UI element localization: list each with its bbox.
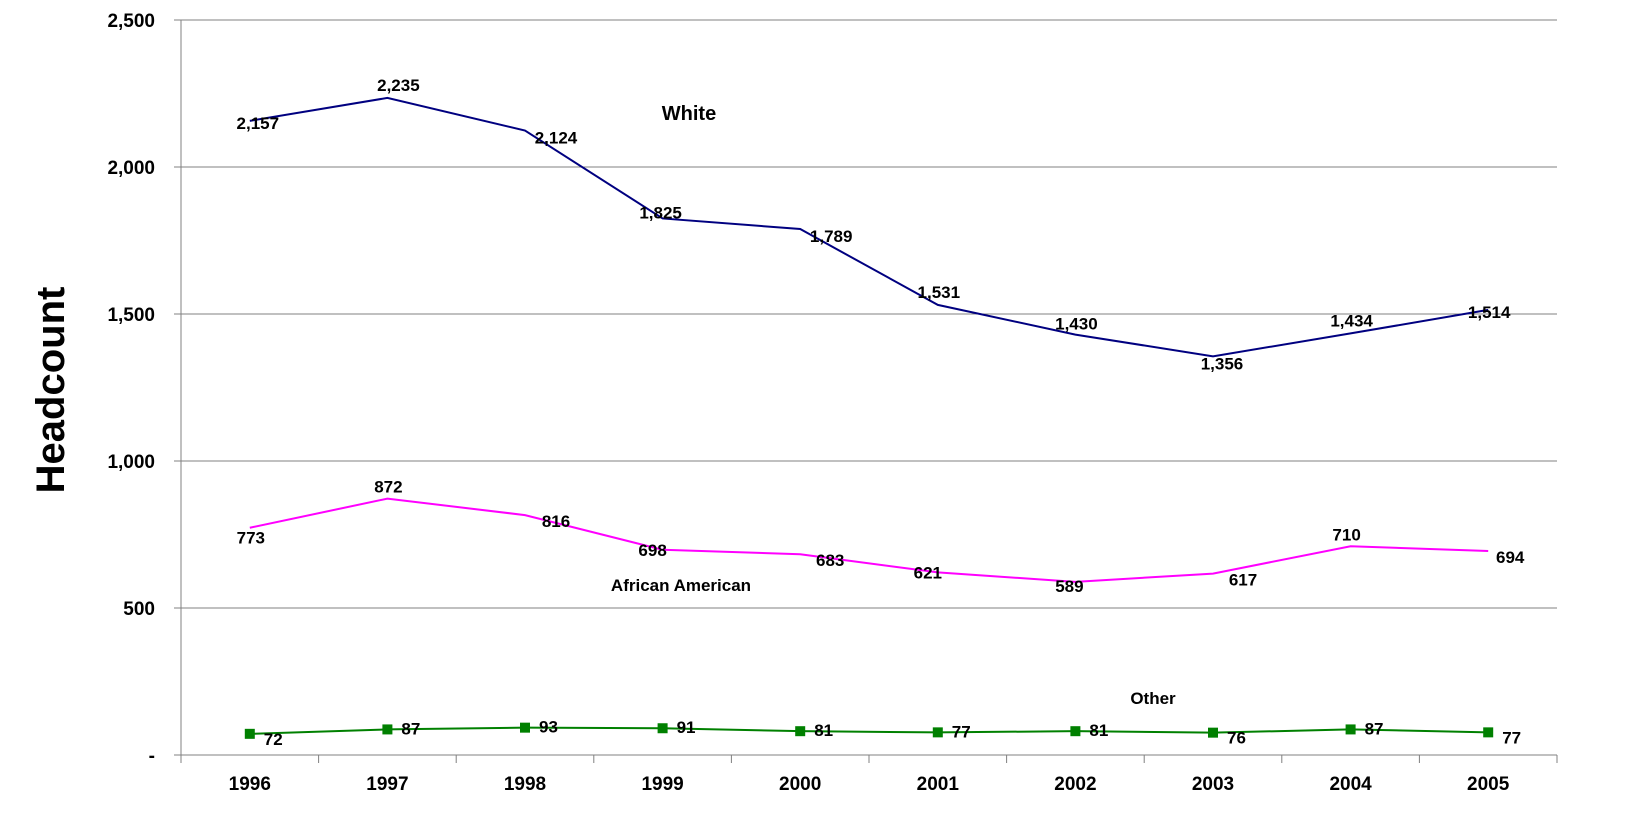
data-label: 1,514 xyxy=(1468,303,1511,322)
data-point-marker xyxy=(657,723,668,734)
data-label: 76 xyxy=(1227,729,1246,748)
y-tick-label: 2,000 xyxy=(107,158,155,179)
data-label: 617 xyxy=(1229,571,1257,590)
data-label: 81 xyxy=(814,721,833,740)
y-tick-label: 1,500 xyxy=(107,305,155,326)
data-label: 698 xyxy=(638,541,666,560)
data-label: 2,124 xyxy=(535,129,578,148)
y-tick-label: 500 xyxy=(123,599,155,620)
data-point-marker xyxy=(932,727,943,738)
axes: - 500 1,000 1,500 2,000 2,500 1996 1997 1998 1999… xyxy=(107,11,1558,795)
x-tick-label: 2000 xyxy=(779,774,821,795)
x-tick-label: 2001 xyxy=(917,774,960,795)
data-label: 1,430 xyxy=(1055,315,1098,334)
data-label: 81 xyxy=(1089,721,1108,740)
series-line xyxy=(249,497,1489,583)
data-labels: 2,157 2,235 2,124 1,825 1,789 1,531 1,430 1,356… xyxy=(237,76,1525,749)
data-label: 1,825 xyxy=(639,203,682,222)
x-tick-label: 2004 xyxy=(1329,774,1372,795)
data-label: 621 xyxy=(914,563,942,582)
y-tick-label: 2,500 xyxy=(107,11,155,32)
gridlines xyxy=(181,19,1557,609)
data-label: 1,356 xyxy=(1201,354,1244,373)
y-tick-label: 1,000 xyxy=(107,452,155,473)
data-point-marker xyxy=(1208,727,1218,738)
x-tick-label: 2005 xyxy=(1467,774,1510,795)
data-label: 87 xyxy=(1365,719,1384,738)
series xyxy=(244,96,1494,739)
data-label: 2,235 xyxy=(377,76,420,95)
x-tick-label: 1998 xyxy=(504,774,546,795)
data-point-marker xyxy=(382,724,393,735)
x-tick-label: 1997 xyxy=(366,774,408,795)
series-name-white: White xyxy=(662,103,716,125)
y-axis-title: Headcount xyxy=(29,287,73,494)
data-point-marker xyxy=(1483,727,1494,738)
data-label: 1,531 xyxy=(918,283,961,302)
data-label: 2,157 xyxy=(237,114,280,133)
x-tick-label: 1999 xyxy=(641,774,683,795)
data-label: 1,789 xyxy=(810,227,853,246)
data-label: 694 xyxy=(1496,548,1525,567)
data-label: 710 xyxy=(1332,525,1360,544)
data-label: 589 xyxy=(1055,577,1083,596)
data-point-marker xyxy=(520,722,530,733)
data-label: 77 xyxy=(1502,728,1521,747)
series-line xyxy=(249,726,1489,735)
x-tick-label: 1996 xyxy=(229,774,271,795)
data-label: 87 xyxy=(401,719,420,738)
data-label: 91 xyxy=(677,718,696,737)
y-tick-label: - xyxy=(149,746,155,767)
data-label: 773 xyxy=(237,529,265,548)
series-line xyxy=(249,96,1489,358)
data-label: 77 xyxy=(952,722,971,741)
data-label: 816 xyxy=(542,512,570,531)
data-point-marker xyxy=(1070,726,1081,737)
series-name-other: Other xyxy=(1130,689,1176,708)
data-point-marker xyxy=(795,726,806,737)
x-tick-label: 2002 xyxy=(1054,774,1096,795)
data-label: 872 xyxy=(374,478,402,497)
data-label: 72 xyxy=(264,730,283,749)
data-label: 683 xyxy=(816,551,844,570)
x-tick-label: 2003 xyxy=(1192,774,1234,795)
data-label: 93 xyxy=(539,718,558,737)
data-point-marker xyxy=(1345,724,1356,735)
data-point-marker xyxy=(244,728,255,739)
series-name-african-american: African American xyxy=(611,576,751,595)
data-label: 1,434 xyxy=(1330,311,1373,330)
